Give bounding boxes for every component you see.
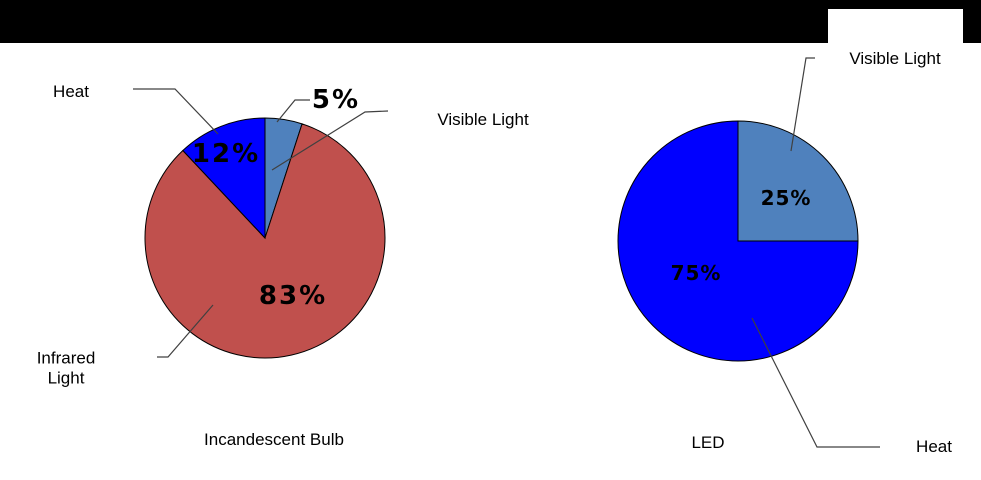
chart-title-led: LED — [691, 432, 725, 452]
chart-title-incandescent: Incandescent Bulb — [204, 429, 344, 449]
callout-label-heat-incandescent: Heat — [53, 81, 89, 101]
pct-label-infrared-incandescent: 83% — [258, 281, 328, 311]
pct-label-heat-led: 75% — [670, 261, 722, 285]
pct-label-visible-led: 25% — [760, 186, 812, 210]
callout-label-infrared-incandescent: Infrared Light — [36, 348, 96, 388]
pie-slice-heat — [182, 117, 266, 240]
pie-slice-heat — [617, 120, 859, 362]
top-right-white-box — [828, 9, 963, 44]
pie-slice-infrared-light — [144, 123, 386, 359]
pie-chart-incandescent — [144, 117, 386, 359]
callout-label-heat-led: Heat — [916, 436, 952, 456]
pct-label-heat-incandescent: 12% — [191, 139, 261, 169]
top-black-bar — [0, 0, 981, 43]
callout-label-visible-incandescent: Visible Light — [437, 109, 529, 129]
pie-chart-led — [617, 120, 859, 362]
pie-slice-visible-light — [737, 120, 859, 242]
pct-label-visible-incandescent: 5% — [311, 85, 361, 115]
callout-label-visible-led: Visible Light — [849, 48, 941, 68]
